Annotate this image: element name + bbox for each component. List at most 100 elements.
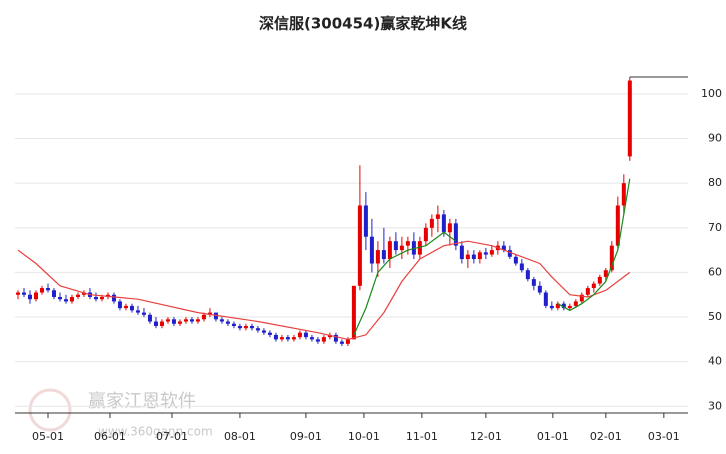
x-tick-label: 07-01	[156, 430, 188, 443]
candle-body	[447, 223, 452, 233]
candle-body	[603, 270, 608, 277]
x-tick-label: 06-01	[94, 430, 126, 443]
candle-body	[615, 205, 620, 246]
candle-body	[417, 241, 422, 255]
candle-body	[471, 254, 476, 260]
candle-body	[15, 292, 20, 295]
candle-body	[621, 183, 626, 206]
candle-body	[429, 218, 434, 228]
candle-body	[39, 288, 44, 293]
y-tick-label: 30	[708, 399, 722, 412]
watermark-logo	[28, 388, 72, 432]
x-tick-label: 05-01	[32, 430, 64, 443]
candle-body	[123, 305, 128, 309]
candle-body	[51, 290, 56, 297]
candle-body	[453, 223, 458, 246]
candle-body	[411, 241, 416, 255]
candle-body	[207, 312, 212, 315]
candle-body	[159, 321, 164, 326]
candle-body	[381, 250, 386, 260]
candle-body	[255, 328, 260, 331]
y-tick-label: 40	[708, 355, 722, 368]
candle-body	[279, 337, 284, 340]
candle-body	[369, 236, 374, 264]
candle-body	[435, 214, 440, 219]
candle-body	[129, 305, 134, 311]
candle-body	[27, 294, 32, 300]
candle-body	[423, 227, 428, 242]
candle-body	[405, 241, 410, 246]
candle-body	[441, 214, 446, 233]
candle-body	[273, 334, 278, 340]
candle-body	[549, 305, 554, 309]
candle-body	[117, 301, 122, 309]
candle-body	[531, 279, 536, 286]
candle-body	[483, 252, 488, 255]
candle-body	[585, 288, 590, 295]
moving-average	[17, 240, 631, 341]
candle-body	[567, 305, 572, 309]
candle-body	[297, 332, 302, 338]
candle-body	[363, 205, 368, 237]
watermark: 赢家江恩软件	[88, 390, 196, 412]
candle-body	[489, 250, 494, 255]
candle-body	[147, 314, 152, 322]
candle-body	[525, 270, 530, 280]
candle-body	[201, 314, 206, 320]
candle-body	[291, 337, 296, 340]
candle-body	[57, 296, 62, 300]
candle-body	[537, 285, 542, 293]
candle-body	[243, 325, 248, 329]
y-tick-label: 80	[708, 176, 722, 189]
candle-body	[189, 319, 194, 322]
candle-body	[387, 241, 392, 260]
candle-body	[579, 294, 584, 302]
y-tick-label: 100	[701, 87, 722, 100]
candle-body	[591, 283, 596, 289]
candle-body	[303, 332, 308, 338]
candle-body	[477, 252, 482, 260]
candle-body	[351, 285, 356, 340]
y-tick-label: 60	[708, 265, 722, 278]
x-tick-label: 03-01	[648, 430, 680, 443]
x-tick-label: 02-01	[590, 430, 622, 443]
candle-body	[141, 312, 146, 315]
y-tick-label: 50	[708, 310, 722, 323]
x-tick-label: 12-01	[470, 430, 502, 443]
candle-body	[69, 296, 74, 302]
candle-body	[543, 292, 548, 306]
candle-body	[321, 337, 326, 342]
candle-body	[513, 256, 518, 264]
candle-body	[507, 250, 512, 257]
candle-body	[285, 337, 290, 340]
x-tick-label: 08-01	[224, 430, 256, 443]
y-tick-label: 70	[708, 221, 722, 234]
candle-body	[555, 303, 560, 309]
candle-body	[627, 80, 632, 157]
candle-body	[327, 334, 332, 338]
candle-body	[63, 299, 68, 302]
candle-body	[219, 319, 224, 322]
x-tick-label: 01-01	[537, 430, 569, 443]
candle-body	[345, 339, 350, 344]
candle-body	[213, 312, 218, 320]
candle-body	[177, 321, 182, 324]
candle-body	[75, 294, 80, 297]
candle-body	[375, 250, 380, 264]
x-tick-label: 11-01	[406, 430, 438, 443]
candle-body	[231, 323, 236, 326]
candle-body	[333, 334, 338, 342]
y-tick-label: 90	[708, 132, 722, 145]
x-tick-label: 09-01	[290, 430, 322, 443]
candle-body	[519, 263, 524, 271]
candle-body	[609, 245, 614, 271]
candle-body	[171, 319, 176, 324]
candle-body	[111, 294, 116, 302]
candle-body	[501, 245, 506, 251]
candle-body	[81, 292, 86, 295]
candle-body	[21, 292, 26, 295]
candle-body	[153, 321, 158, 326]
candle-body	[339, 341, 344, 344]
candle-body	[99, 296, 104, 300]
